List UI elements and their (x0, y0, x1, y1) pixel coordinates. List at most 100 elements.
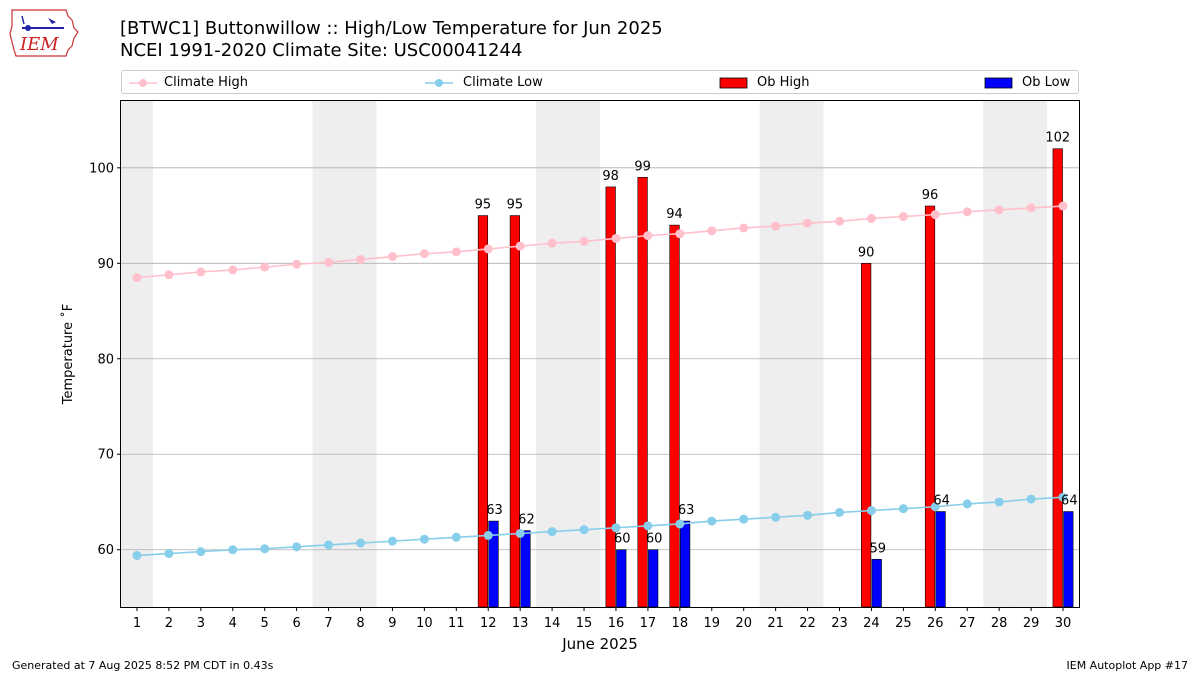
climate-high-point-day-29 (1026, 203, 1036, 213)
climate-high-line (136, 205, 1064, 279)
x-tick-label-8: 8 (356, 616, 364, 631)
y-tick-label-60: 60 (97, 543, 114, 558)
climate-low-point-day-2 (164, 549, 174, 559)
climate-low-point-day-15 (579, 525, 589, 535)
climate-high-point-day-22 (803, 218, 813, 228)
climate-low-point-day-19 (707, 516, 717, 526)
climate-high-point-day-1 (132, 273, 142, 283)
climate-high-point-day-15 (579, 236, 589, 246)
climate-low-point-day-3 (196, 547, 206, 557)
weekend-shade-day-1 (121, 101, 153, 607)
climate-low-point-day-4 (228, 545, 238, 555)
x-tick-label-11: 11 (448, 616, 465, 631)
x-tick-label-20: 20 (735, 616, 752, 631)
observation-bars (477, 148, 1074, 608)
climate-high-point-day-24 (866, 213, 876, 223)
climate-low-point-day-28 (994, 497, 1004, 507)
climate-high-point-day-12 (483, 244, 493, 254)
ob-low-label-day-30: 64 (1061, 494, 1078, 509)
weekend-shade-day-7 (312, 101, 345, 607)
iem-logo: IEM (8, 6, 80, 60)
climate-low-point-day-30 (1058, 492, 1068, 502)
ob-high-bar-day-26 (924, 205, 936, 608)
x-tick-label-22: 22 (799, 616, 816, 631)
climate-high-point-day-25 (898, 212, 908, 222)
legend-climate-low-marker (425, 79, 453, 87)
weekend-shade-day-21 (759, 101, 792, 607)
x-tick-label-17: 17 (640, 616, 657, 631)
x-tick-label-1: 1 (133, 616, 141, 631)
x-tick-label-28: 28 (991, 616, 1008, 631)
climate-low-point-day-22 (803, 510, 813, 520)
climate-high-point-day-23 (835, 216, 844, 226)
ob-low-label-day-13: 62 (518, 513, 535, 528)
legend-ob-low-swatch (984, 77, 1013, 89)
x-tick-label-15: 15 (576, 616, 593, 631)
climate-high-point-day-17 (643, 231, 653, 241)
iowa-map-icon (9, 9, 79, 57)
climate-high-point-day-26 (930, 210, 940, 220)
y-axis-label: Temperature ˚F (60, 304, 76, 405)
climate-high-point-day-27 (962, 207, 972, 217)
x-tick-label-10: 10 (416, 616, 433, 631)
climate-low-point-day-18 (675, 519, 685, 529)
x-tick-label-29: 29 (1023, 616, 1040, 631)
ob-low-label-day-16: 60 (614, 532, 631, 547)
x-tick-label-5: 5 (261, 616, 269, 631)
climate-low-point-day-11 (451, 532, 461, 542)
footer-app: IEM Autoplot App #17 (1066, 659, 1189, 672)
ob-low-label-day-24: 59 (869, 541, 886, 556)
climate-low-point-day-8 (356, 538, 365, 548)
climate-low-point-day-12 (483, 530, 493, 540)
legend-ob-low-label: Ob Low (1022, 75, 1071, 90)
x-tick-label-26: 26 (927, 616, 944, 631)
ob-low-bar-day-18 (680, 520, 691, 608)
x-tick-label-13: 13 (512, 616, 529, 631)
weekend-shade-day-8 (344, 101, 377, 607)
climate-low-point-day-16 (611, 523, 621, 533)
ob-high-label-day-24: 90 (858, 245, 875, 260)
ob-high-label-day-13: 95 (507, 198, 524, 213)
climate-high-point-day-9 (387, 252, 397, 262)
climate-low-point-day-1 (132, 550, 142, 560)
y-tick-label-70: 70 (97, 448, 114, 463)
x-tick-label-24: 24 (863, 616, 880, 631)
gridlines (121, 167, 1079, 551)
legend-climate-high-marker (129, 79, 157, 87)
x-tick-label-6: 6 (292, 616, 300, 631)
weekend-shade-day-15 (568, 101, 600, 607)
chart-title: [BTWC1] Buttonwillow :: High/Low Tempera… (120, 18, 663, 39)
climate-low-point-day-10 (419, 534, 429, 544)
x-axis: 1 2 3 4 5 6 7 8 9 10 11 12 13 14 15 16 17 18 19 20 21 22 23 24 2… (133, 607, 1071, 631)
legend: Climate High Climate Low Ob High Ob Low (121, 70, 1079, 94)
climate-high-point-day-6 (292, 259, 302, 269)
x-tick-label-9: 9 (388, 616, 396, 631)
ob-high-label-day-30: 102 (1045, 131, 1070, 146)
x-tick-label-2: 2 (165, 616, 173, 631)
ob-low-label-day-17: 60 (646, 532, 663, 547)
x-tick-label-3: 3 (197, 616, 205, 631)
climate-high-point-day-8 (356, 254, 365, 264)
climate-low-line (136, 496, 1064, 557)
legend-climate-low-label: Climate Low (463, 75, 543, 90)
plot-frame (120, 100, 1080, 608)
footer-generated: Generated at 7 Aug 2025 8:52 PM CDT in 0… (12, 659, 274, 672)
legend-ob-high-label: Ob High (757, 75, 810, 90)
legend-ob-high-swatch (719, 77, 748, 89)
x-tick-label-21: 21 (767, 616, 784, 631)
x-axis-label: June 2025 (561, 635, 638, 653)
weekend-shading (121, 101, 1048, 607)
ob-high-bar-day-30 (1052, 148, 1063, 608)
chart-subtitle: NCEI 1991-2020 Climate Site: USC00041244 (120, 40, 523, 61)
x-tick-label-27: 27 (959, 616, 976, 631)
climate-high-point-day-14 (547, 238, 557, 248)
climate-low-point-day-24 (866, 506, 876, 516)
y-tick-label-80: 80 (97, 352, 114, 367)
x-tick-label-4: 4 (229, 616, 237, 631)
climate-low-point-day-21 (771, 512, 781, 522)
climate-high-point-day-21 (771, 221, 781, 231)
climate-low-point-day-13 (515, 528, 525, 538)
x-tick-label-7: 7 (324, 616, 332, 631)
ob-low-label-day-12: 63 (486, 503, 503, 518)
bar-value-labels: 95 63 95 62 98 60 99 60 94 63 90 59 96 64 102 64 (475, 131, 1078, 557)
